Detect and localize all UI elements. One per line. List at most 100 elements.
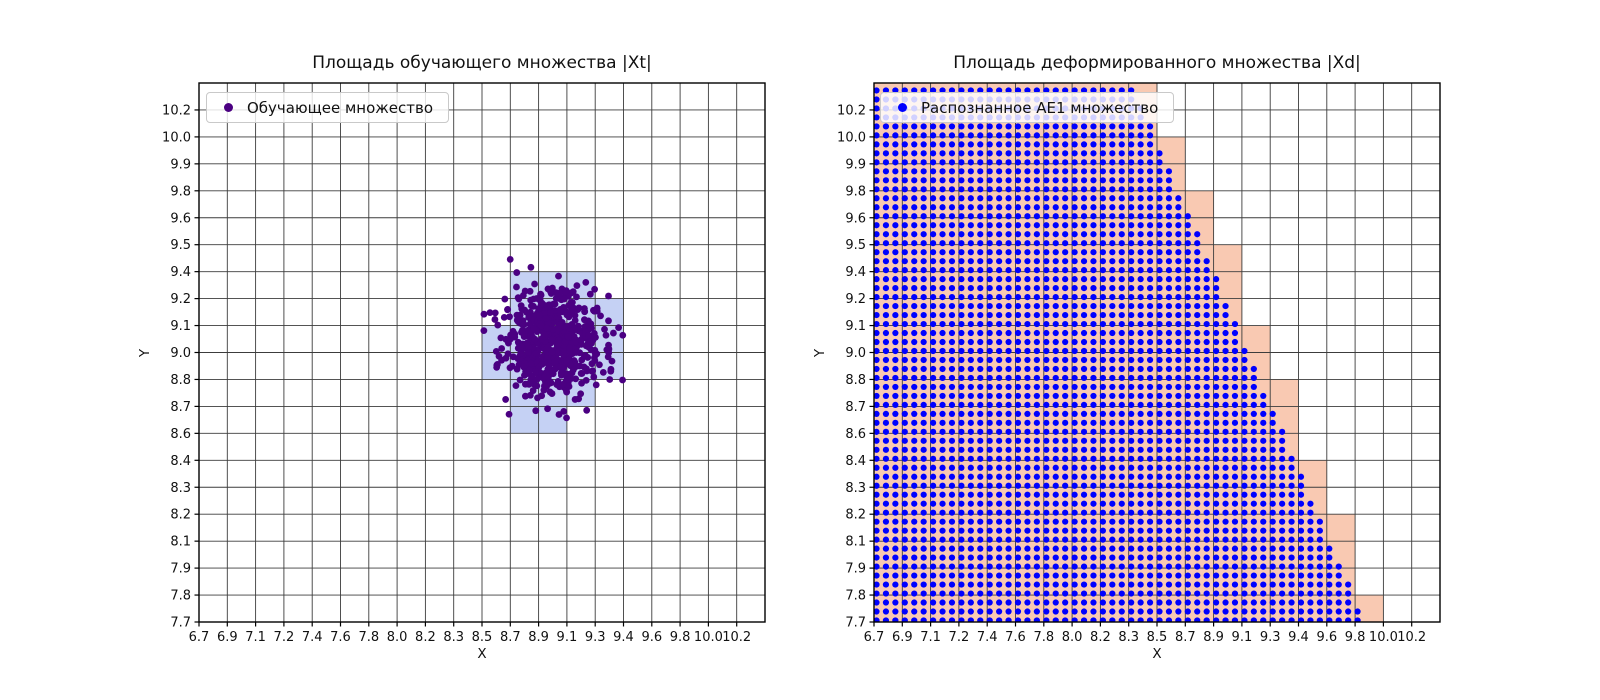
svg-text:9.6: 9.6 (170, 211, 191, 226)
plot-0-ticks (194, 109, 738, 627)
plot-0: 6.7 6.9 7.1 7.2 7.4 7.6 7.8 8.0 8.2 8.3 8.5 8.7 8.9 9… (162, 82, 766, 645)
svg-text:8.0: 8.0 (1062, 630, 1083, 645)
svg-text:7.8: 7.8 (1033, 630, 1054, 645)
svg-text:8.5: 8.5 (1147, 630, 1168, 645)
svg-text:10.2: 10.2 (837, 103, 866, 118)
svg-text:8.2: 8.2 (170, 508, 191, 523)
left-plot-xlabel: X (477, 646, 487, 662)
svg-text:8.3: 8.3 (1118, 630, 1139, 645)
svg-text:9.4: 9.4 (1288, 630, 1309, 645)
svg-text:8.8: 8.8 (170, 373, 191, 388)
svg-text:7.4: 7.4 (977, 630, 998, 645)
svg-text:7.6: 7.6 (330, 630, 351, 645)
svg-text:10.0: 10.0 (1369, 630, 1398, 645)
svg-text:8.6: 8.6 (170, 427, 191, 442)
plot-1-ticks (869, 109, 1413, 627)
svg-text:9.4: 9.4 (845, 265, 866, 280)
svg-text:7.6: 7.6 (1005, 630, 1026, 645)
training-set-marker-icon (224, 103, 233, 112)
svg-text:8.5: 8.5 (472, 630, 493, 645)
svg-text:10.0: 10.0 (837, 130, 866, 145)
svg-text:7.8: 7.8 (845, 589, 866, 604)
svg-text:7.9: 7.9 (170, 562, 191, 577)
svg-text:9.2: 9.2 (170, 292, 191, 307)
svg-text:9.1: 9.1 (170, 319, 191, 334)
svg-text:7.4: 7.4 (302, 630, 323, 645)
right-plot-legend: Распознанное AE1 множество (880, 92, 1175, 123)
svg-text:7.2: 7.2 (949, 630, 970, 645)
svg-text:9.9: 9.9 (170, 157, 191, 172)
svg-text:9.3: 9.3 (585, 630, 606, 645)
svg-text:9.2: 9.2 (845, 292, 866, 307)
svg-text:8.8: 8.8 (845, 373, 866, 388)
svg-text:6.9: 6.9 (217, 630, 238, 645)
svg-text:9.3: 9.3 (1260, 630, 1281, 645)
right-plot-xlabel: X (1152, 646, 1162, 662)
right-plot-title: Площадь деформированного множества |Xd| (953, 53, 1361, 73)
svg-text:8.7: 8.7 (500, 630, 521, 645)
svg-text:9.8: 9.8 (1345, 630, 1366, 645)
svg-text:7.8: 7.8 (358, 630, 379, 645)
left-plot-ylabel: Y (137, 348, 154, 358)
svg-text:9.8: 9.8 (670, 630, 691, 645)
right-plot-ylabel: Y (812, 348, 829, 358)
svg-text:8.9: 8.9 (528, 630, 549, 645)
svg-text:9.6: 9.6 (1316, 630, 1337, 645)
svg-text:6.7: 6.7 (864, 630, 885, 645)
svg-text:10.2: 10.2 (1397, 630, 1426, 645)
svg-text:8.3: 8.3 (845, 481, 866, 496)
svg-text:8.3: 8.3 (443, 630, 464, 645)
svg-text:9.9: 9.9 (845, 157, 866, 172)
svg-text:10.0: 10.0 (694, 630, 723, 645)
svg-text:9.5: 9.5 (170, 238, 191, 253)
recognized-set-marker-icon (898, 103, 907, 112)
svg-text:9.4: 9.4 (613, 630, 634, 645)
svg-text:9.1: 9.1 (1232, 630, 1253, 645)
svg-text:9.4: 9.4 (170, 265, 191, 280)
svg-text:9.5: 9.5 (845, 238, 866, 253)
svg-text:9.0: 9.0 (170, 346, 191, 361)
svg-text:7.7: 7.7 (845, 616, 866, 631)
svg-text:8.7: 8.7 (845, 400, 866, 415)
svg-text:7.1: 7.1 (245, 630, 266, 645)
svg-text:6.9: 6.9 (892, 630, 913, 645)
svg-text:9.0: 9.0 (845, 346, 866, 361)
svg-text:10.2: 10.2 (722, 630, 751, 645)
svg-text:6.7: 6.7 (189, 630, 210, 645)
svg-text:8.2: 8.2 (1090, 630, 1111, 645)
svg-text:7.8: 7.8 (170, 589, 191, 604)
plot-0-ticklabels: 6.7 6.9 7.1 7.2 7.4 7.6 7.8 8.0 8.2 8.3 8.5 8.7 8.9 9… (162, 103, 751, 645)
svg-text:8.7: 8.7 (170, 400, 191, 415)
right-legend-label: Распознанное AE1 множество (921, 98, 1159, 117)
svg-text:8.3: 8.3 (170, 481, 191, 496)
svg-text:8.7: 8.7 (1175, 630, 1196, 645)
svg-text:7.2: 7.2 (274, 630, 295, 645)
svg-text:9.8: 9.8 (845, 184, 866, 199)
svg-text:7.1: 7.1 (920, 630, 941, 645)
svg-text:8.1: 8.1 (845, 535, 866, 550)
svg-text:10.0: 10.0 (162, 130, 191, 145)
svg-text:10.2: 10.2 (162, 103, 191, 118)
svg-text:9.1: 9.1 (557, 630, 578, 645)
svg-text:8.4: 8.4 (170, 454, 191, 469)
svg-text:8.2: 8.2 (845, 508, 866, 523)
svg-text:9.6: 9.6 (845, 211, 866, 226)
plot-0-grid (198, 82, 766, 623)
plot-1: 6.7 6.9 7.1 7.2 7.4 7.6 7.8 8.0 8.2 8.3 8.5 8.7 8.9 9… (837, 82, 1441, 645)
svg-text:9.8: 9.8 (170, 184, 191, 199)
plot-1-points (874, 87, 1361, 622)
svg-text:8.0: 8.0 (387, 630, 408, 645)
svg-text:8.6: 8.6 (845, 427, 866, 442)
plot-0-points (480, 255, 627, 422)
left-plot-legend: Обучающее множество (206, 92, 450, 123)
svg-text:8.4: 8.4 (845, 454, 866, 469)
svg-text:8.9: 8.9 (1203, 630, 1224, 645)
svg-text:7.9: 7.9 (845, 562, 866, 577)
svg-text:9.1: 9.1 (845, 319, 866, 334)
plot-1-ticklabels: 6.7 6.9 7.1 7.2 7.4 7.6 7.8 8.0 8.2 8.3 8.5 8.7 8.9 9… (837, 103, 1426, 645)
left-plot-title: Площадь обучающего множества |Xt| (312, 53, 652, 73)
svg-text:9.6: 9.6 (641, 630, 662, 645)
left-legend-label: Обучающее множество (247, 98, 434, 117)
svg-text:7.7: 7.7 (170, 616, 191, 631)
